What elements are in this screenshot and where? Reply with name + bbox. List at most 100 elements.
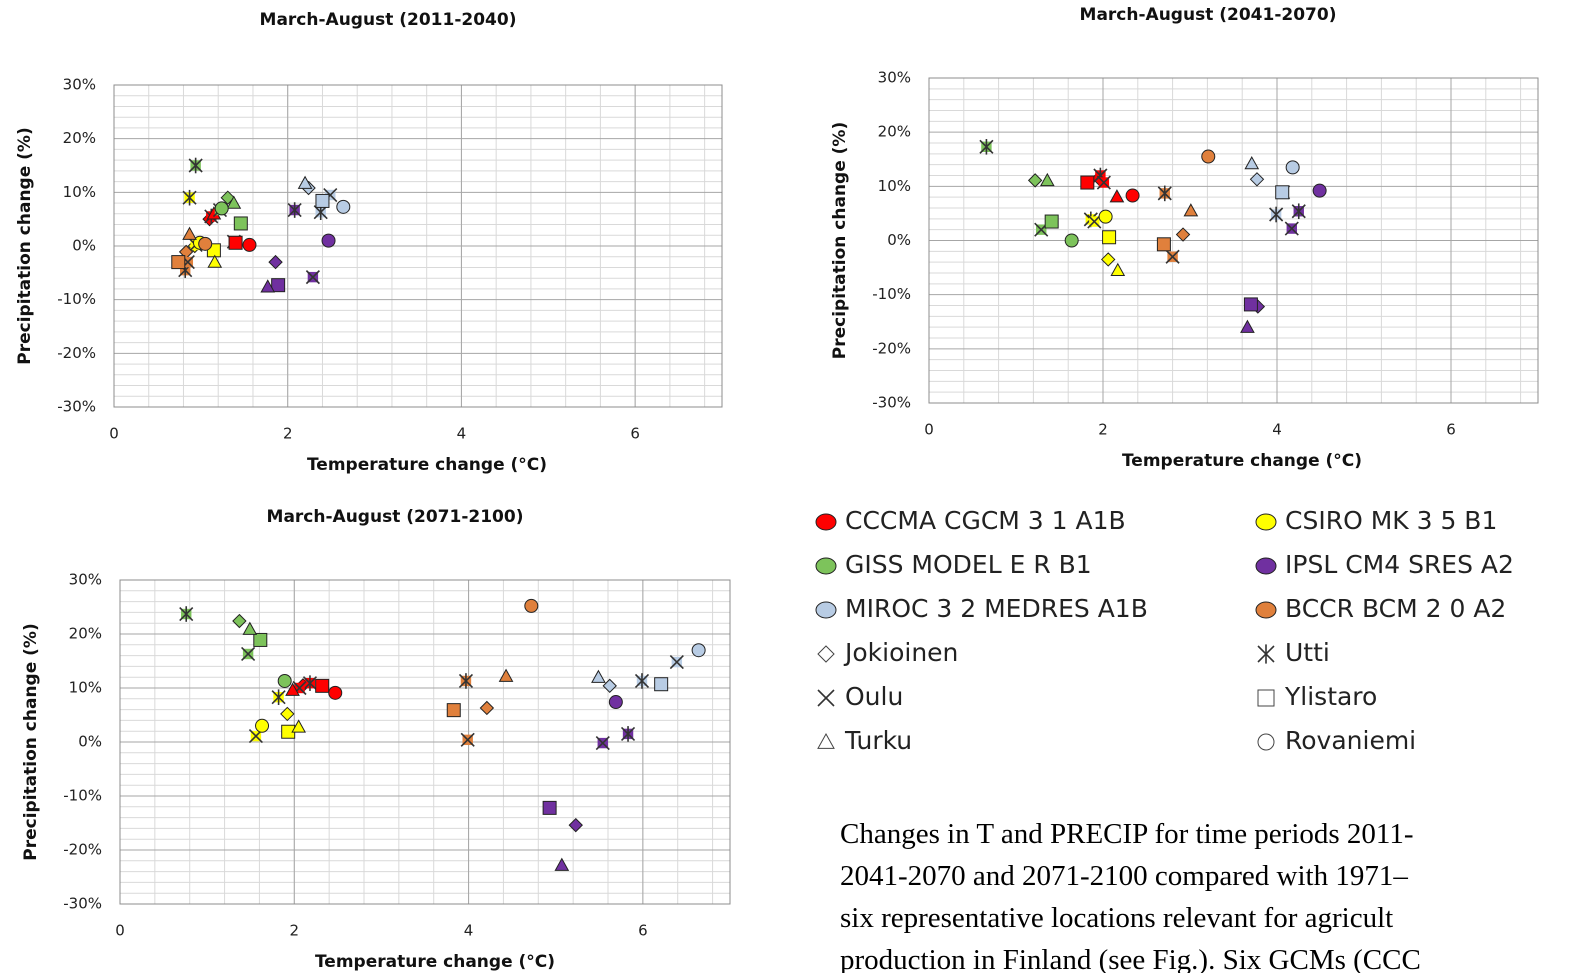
point xyxy=(233,216,248,231)
point xyxy=(1285,160,1300,175)
marker-shape xyxy=(568,817,583,833)
marker-shape xyxy=(479,700,495,716)
marker-shape xyxy=(1244,156,1260,170)
point xyxy=(654,677,669,692)
marker-shape xyxy=(171,255,186,270)
point xyxy=(1044,214,1059,229)
point xyxy=(1201,149,1216,164)
point xyxy=(979,138,994,155)
point xyxy=(255,718,270,733)
marker-shape xyxy=(1102,230,1117,245)
marker-shape xyxy=(1240,319,1255,333)
y-tick-label: -30% xyxy=(57,398,96,416)
point xyxy=(242,621,258,635)
marker-shape xyxy=(1175,227,1191,242)
marker-shape xyxy=(1285,160,1300,175)
y-tick-label: -20% xyxy=(872,339,911,357)
point xyxy=(1165,249,1180,264)
marker-shape xyxy=(602,678,617,694)
point xyxy=(1080,175,1095,190)
marker-shape xyxy=(285,682,300,696)
scatter-chart: March-August (2041-2070) -30% -20% -10% 0% 10… xyxy=(830,5,1539,471)
marker-shape xyxy=(654,677,669,692)
point xyxy=(479,700,495,716)
point xyxy=(458,673,474,689)
x-tick-label: 6 xyxy=(1446,421,1456,439)
point xyxy=(554,857,570,871)
marker-shape xyxy=(233,216,248,231)
marker-shape xyxy=(242,621,258,635)
x-axis-label: Temperature change (°C) xyxy=(1122,451,1362,471)
legend-label: IPSL CM4 SRES A2 xyxy=(1285,550,1514,579)
x-tick-label: 4 xyxy=(1272,421,1282,439)
x-tick-label: 4 xyxy=(464,922,474,940)
legend-label: GISS MODEL E R B1 xyxy=(845,550,1092,579)
point xyxy=(1244,156,1260,170)
point xyxy=(179,606,194,622)
point xyxy=(1110,262,1126,276)
marker-shape xyxy=(268,254,283,270)
marker-shape xyxy=(608,695,623,710)
point xyxy=(1183,203,1199,217)
y-tick-label: 0% xyxy=(887,231,911,249)
marker-shape xyxy=(1312,183,1327,198)
marker-shape xyxy=(277,673,292,688)
marker-shape xyxy=(1275,185,1290,200)
marker-shape xyxy=(1080,175,1095,190)
x-tick-label: 6 xyxy=(630,425,640,443)
scatter-chart: March-August (2071-2100) -30% -20% -10% 0% 10… xyxy=(21,507,731,972)
point xyxy=(620,726,636,742)
point xyxy=(1275,185,1290,200)
point xyxy=(305,270,320,285)
marker-shape xyxy=(328,685,343,700)
point xyxy=(591,669,606,683)
marker-shape xyxy=(1183,203,1199,217)
point xyxy=(232,613,247,629)
marker-shape xyxy=(291,719,306,733)
caption-line: production in Finland (see Fig.). Six GC… xyxy=(840,944,1421,973)
legend-swatch xyxy=(817,732,835,749)
x-tick-label: 4 xyxy=(457,425,467,443)
point xyxy=(315,193,330,208)
marker-stroke xyxy=(1165,249,1180,264)
point xyxy=(498,668,514,682)
point xyxy=(1249,172,1265,187)
legend-swatch xyxy=(815,557,837,575)
marker-shape xyxy=(297,175,313,189)
point xyxy=(1291,203,1306,220)
legend-swatch xyxy=(815,601,837,619)
point xyxy=(285,682,300,696)
y-tick-label: -10% xyxy=(872,285,911,303)
marker-shape xyxy=(1257,689,1275,707)
point xyxy=(608,695,623,710)
marker-shape xyxy=(446,703,461,718)
marker-shape xyxy=(591,669,606,683)
marker-stroke xyxy=(1096,175,1111,190)
y-tick-label: 0% xyxy=(78,733,102,751)
x-tick-label: 0 xyxy=(109,425,119,443)
marker-shape xyxy=(1243,297,1258,312)
y-tick-label: 30% xyxy=(63,76,96,94)
y-axis-label: Precipitation change (%) xyxy=(15,127,35,364)
marker-shape xyxy=(232,613,247,629)
point xyxy=(1096,175,1111,190)
marker-shape xyxy=(207,254,223,268)
legend-label: CSIRO MK 3 5 B1 xyxy=(1285,506,1497,535)
marker-shape xyxy=(1064,233,1079,248)
marker-stroke xyxy=(241,646,256,662)
y-tick-label: -10% xyxy=(57,290,96,308)
point xyxy=(242,237,257,252)
caption: Changes in T and PRECIP for time periods… xyxy=(840,818,1421,973)
marker-shape xyxy=(1125,188,1140,203)
marker-shape xyxy=(226,195,242,209)
marker-shape xyxy=(321,233,336,248)
marker-shape xyxy=(1156,237,1171,252)
x-tick-label: 2 xyxy=(1098,421,1108,439)
marker-shape xyxy=(498,668,514,682)
y-tick-label: 0% xyxy=(72,237,96,255)
marker-shape xyxy=(1027,173,1043,188)
x-axis-label: Temperature change (°C) xyxy=(315,952,555,972)
point xyxy=(297,175,313,189)
point xyxy=(321,233,336,248)
